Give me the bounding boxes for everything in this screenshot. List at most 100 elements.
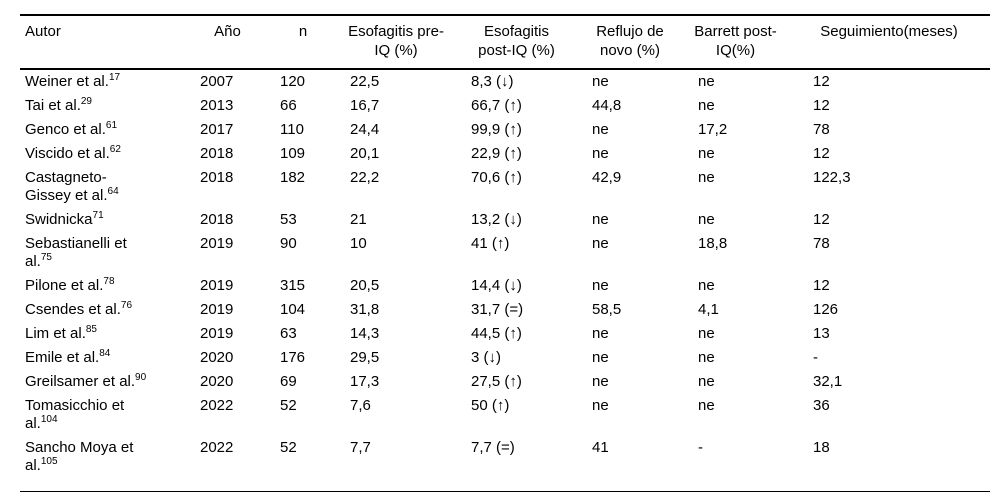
cell-esofagitis_pre: 22,5 [350, 73, 380, 90]
cell-reflujo: ne [592, 397, 609, 414]
table-row: Greilsamer et al.90 2020 69 17,3 27,5 (↑) ne n… [20, 370, 990, 394]
cell-autor: Sancho Moya et al.105 [25, 439, 134, 474]
reference-superscript: 76 [120, 300, 133, 311]
cell-autor: Swidnicka71 [25, 210, 104, 229]
table-body: Weiner et al.17 2007 120 22,5 8,3 (↓) ne ne 12 T… [20, 69, 990, 492]
cell-esofagitis_post: 27,5 (↑) [471, 373, 522, 390]
cell-n: 52 [280, 439, 297, 456]
cell-autor: Sebastianelli et al.75 [25, 235, 127, 270]
cell-anio: 2019 [200, 277, 234, 294]
table-header: Autor Año n Esofagitis pre- IQ (%) Esofagitis… [20, 14, 990, 70]
cell-barrett: - [698, 439, 703, 456]
cell-esofagitis_post: 41 (↑) [471, 235, 510, 252]
table-row: Castagneto- Gissey et al.64 2018 182 22,2 70,… [20, 166, 990, 208]
cell-reflujo: 58,5 [592, 301, 622, 318]
reference-superscript: 64 [107, 186, 119, 197]
cell-esofagitis_pre: 10 [350, 235, 367, 252]
cell-anio: 2019 [200, 325, 234, 342]
column-header-seguimiento: Seguimiento(meses) [788, 14, 990, 70]
cell-esofagitis_post: 14,4 (↓) [471, 277, 522, 294]
cell-esofagitis_post: 22,9 (↑) [471, 145, 522, 162]
cell-anio: 2022 [200, 439, 234, 456]
cell-reflujo: 41 [592, 439, 609, 456]
cell-autor: Genco et al.61 [25, 120, 118, 139]
cell-barrett: ne [698, 211, 715, 228]
cell-reflujo: ne [592, 145, 609, 162]
cell-reflujo: ne [592, 277, 609, 294]
reference-superscript: 71 [92, 210, 104, 221]
table-row: Swidnicka71 2018 53 21 13,2 (↓) ne ne 12 [20, 208, 990, 232]
cell-seguimiento: 122,3 [813, 169, 851, 186]
reference-superscript: 29 [80, 96, 92, 107]
cell-reflujo: ne [592, 211, 609, 228]
reference-superscript: 105 [40, 456, 58, 467]
cell-esofagitis_pre: 20,5 [350, 277, 380, 294]
cell-reflujo: 42,9 [592, 169, 622, 186]
cell-autor: Castagneto- Gissey et al.64 [25, 169, 119, 204]
cell-anio: 2019 [200, 235, 234, 252]
cell-barrett: 4,1 [698, 301, 719, 318]
cell-esofagitis_post: 66,7 (↑) [471, 97, 522, 114]
cell-autor: Tomasicchio et al.104 [25, 397, 125, 432]
cell-seguimiento: 32,1 [813, 373, 843, 390]
table-row: Sebastianelli et al.75 2019 90 10 41 (↑) ne 18,… [20, 232, 990, 274]
cell-seguimiento: - [813, 349, 818, 366]
table-row: Genco et al.61 2017 110 24,4 99,9 (↑) ne 17,2 7… [20, 118, 990, 142]
table-row: Sancho Moya et al.105 2022 52 7,7 7,7 (=) 41 - 1… [20, 436, 990, 492]
reference-superscript: 85 [85, 324, 97, 335]
cell-seguimiento: 12 [813, 277, 830, 294]
cell-esofagitis_pre: 17,3 [350, 373, 380, 390]
cell-n: 315 [280, 277, 306, 294]
cell-n: 104 [280, 301, 306, 318]
cell-reflujo: ne [592, 73, 609, 90]
table-row: Tai et al.29 2013 66 16,7 66,7 (↑) 44,8 ne 12 [20, 94, 990, 118]
cell-barrett: ne [698, 325, 715, 342]
cell-anio: 2020 [200, 373, 234, 390]
table-row: Tomasicchio et al.104 2022 52 7,6 50 (↑) ne ne 3… [20, 394, 990, 436]
cell-autor: Tai et al.29 [25, 96, 92, 115]
reference-superscript: 104 [40, 414, 58, 425]
reference-superscript: 78 [103, 276, 115, 287]
cell-barrett: 18,8 [698, 235, 728, 252]
cell-barrett: ne [698, 97, 715, 114]
cell-n: 69 [280, 373, 297, 390]
cell-reflujo: ne [592, 373, 609, 390]
cell-autor: Emile et al.84 [25, 348, 111, 367]
table-row: Emile et al.84 2020 176 29,5 3 (↓) ne ne - [20, 346, 990, 370]
table-row: Pilone et al.78 2019 315 20,5 14,4 (↓) ne ne 12 [20, 274, 990, 298]
cell-barrett: ne [698, 169, 715, 186]
column-header-esofagitis_post: Esofagitis post-IQ (%) [456, 14, 577, 70]
cell-barrett: ne [698, 145, 715, 162]
cell-esofagitis_pre: 7,6 [350, 397, 371, 414]
cell-seguimiento: 13 [813, 325, 830, 342]
cell-esofagitis_post: 3 (↓) [471, 349, 501, 366]
reference-superscript: 84 [99, 348, 111, 359]
reference-superscript: 75 [40, 252, 52, 263]
cell-seguimiento: 18 [813, 439, 830, 456]
cell-anio: 2018 [200, 169, 234, 186]
cell-barrett: ne [698, 373, 715, 390]
cell-n: 182 [280, 169, 306, 186]
cell-n: 66 [280, 97, 297, 114]
table-row: Viscido et al.62 2018 109 20,1 22,9 (↑) ne ne 1… [20, 142, 990, 166]
cell-n: 90 [280, 235, 297, 252]
cell-reflujo: ne [592, 235, 609, 252]
cell-anio: 2019 [200, 301, 234, 318]
cell-n: 176 [280, 349, 306, 366]
cell-autor: Csendes et al.76 [25, 300, 133, 319]
cell-esofagitis_pre: 24,4 [350, 121, 380, 138]
column-header-barrett: Barrett post- IQ(%) [683, 14, 788, 70]
cell-anio: 2018 [200, 145, 234, 162]
cell-seguimiento: 12 [813, 145, 830, 162]
cell-autor: Weiner et al.17 [25, 72, 121, 91]
cell-seguimiento: 78 [813, 121, 830, 138]
column-header-esofagitis_pre: Esofagitis pre- IQ (%) [336, 14, 456, 70]
cell-esofagitis_post: 7,7 (=) [471, 439, 515, 456]
cell-anio: 2020 [200, 349, 234, 366]
cell-barrett: ne [698, 349, 715, 366]
cell-esofagitis_post: 31,7 (=) [471, 301, 524, 318]
cell-reflujo: ne [592, 121, 609, 138]
cell-anio: 2013 [200, 97, 234, 114]
table-row: Csendes et al.76 2019 104 31,8 31,7 (=) 58,5 4… [20, 298, 990, 322]
column-header-n: n [270, 14, 336, 70]
